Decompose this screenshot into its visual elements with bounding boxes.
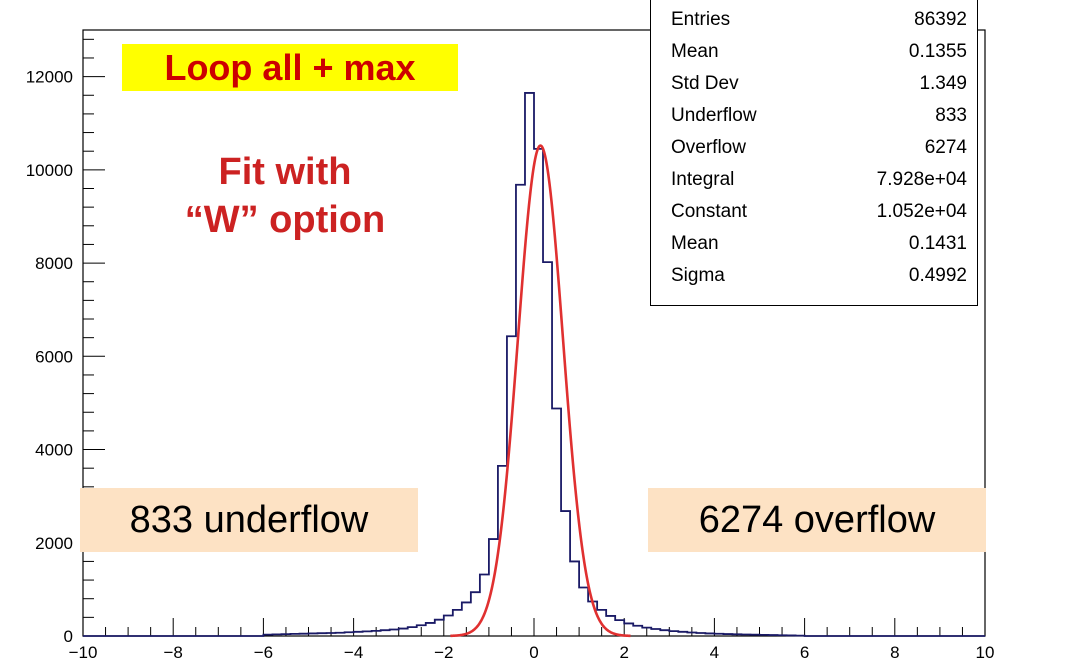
stats-name: Sigma bbox=[671, 265, 725, 286]
stats-value: 86392 bbox=[914, 9, 967, 30]
stats-value: 0.1355 bbox=[908, 41, 967, 62]
y-tick-label: 0 bbox=[64, 627, 73, 646]
stats-value: 0.1431 bbox=[908, 233, 967, 254]
underflow-label: 833 underflow bbox=[80, 488, 418, 552]
stats-value: 1.349 bbox=[919, 73, 967, 94]
x-tick-label: 8 bbox=[890, 643, 899, 662]
x-tick-label: 6 bbox=[800, 643, 809, 662]
stats-row-underflow: Underflow 833 bbox=[651, 105, 977, 135]
stats-name: Entries bbox=[671, 9, 731, 30]
stats-box: Entries 86392 Mean 0.1355 Std Dev 1.349 … bbox=[650, 0, 978, 306]
y-tick-label: 6000 bbox=[35, 347, 73, 366]
y-tick-label: 12000 bbox=[26, 68, 73, 87]
stats-row-overflow: Overflow 6274 bbox=[651, 137, 977, 167]
fit-note-line1: Fit with bbox=[218, 151, 352, 193]
fit-option-note: Fit with “W” option bbox=[155, 148, 415, 244]
stats-row-constant: Constant 1.052e+04 bbox=[651, 201, 977, 231]
loop-label: Loop all + max bbox=[122, 44, 458, 91]
x-tick-label: −8 bbox=[164, 643, 183, 662]
stats-row-sigma: Sigma 0.4992 bbox=[651, 265, 977, 295]
stats-name: Integral bbox=[671, 169, 735, 190]
y-tick-label: 2000 bbox=[35, 534, 73, 553]
stats-row-std-dev: Std Dev 1.349 bbox=[651, 73, 977, 103]
stats-row-mean: Mean 0.1355 bbox=[651, 41, 977, 71]
gaussian-fit-curve bbox=[450, 144, 631, 638]
stats-name: Mean bbox=[671, 233, 719, 254]
stats-name: Mean bbox=[671, 41, 719, 62]
stats-row-fit-mean: Mean 0.1431 bbox=[651, 233, 977, 263]
stats-name: Std Dev bbox=[671, 73, 739, 94]
y-tick-label: 8000 bbox=[35, 254, 73, 273]
x-tick-label: −2 bbox=[434, 643, 453, 662]
y-tick-label: 4000 bbox=[35, 441, 73, 460]
x-tick-label: 4 bbox=[710, 643, 719, 662]
stats-value: 833 bbox=[935, 105, 967, 126]
fit-note-line2: “W” option bbox=[184, 199, 386, 241]
overflow-label: 6274 overflow bbox=[648, 488, 986, 552]
stats-name: Constant bbox=[671, 201, 748, 222]
stats-value: 1.052e+04 bbox=[876, 201, 967, 222]
stats-value: 0.4992 bbox=[908, 265, 967, 286]
stats-name: Overflow bbox=[671, 137, 746, 158]
stats-value: 6274 bbox=[924, 137, 967, 158]
x-tick-label: 2 bbox=[619, 643, 628, 662]
stats-row-integral: Integral 7.928e+04 bbox=[651, 169, 977, 199]
stats-row-entries: Entries 86392 bbox=[651, 9, 977, 39]
x-tick-label: 10 bbox=[976, 643, 995, 662]
x-tick-label: −10 bbox=[69, 643, 98, 662]
x-tick-label: −4 bbox=[344, 643, 363, 662]
x-tick-label: −6 bbox=[254, 643, 273, 662]
y-tick-label: 10000 bbox=[26, 161, 73, 180]
histogram-outline bbox=[83, 92, 985, 637]
stats-name: Underflow bbox=[671, 105, 757, 126]
x-tick-label: 0 bbox=[529, 643, 538, 662]
stats-value: 7.928e+04 bbox=[876, 169, 967, 190]
